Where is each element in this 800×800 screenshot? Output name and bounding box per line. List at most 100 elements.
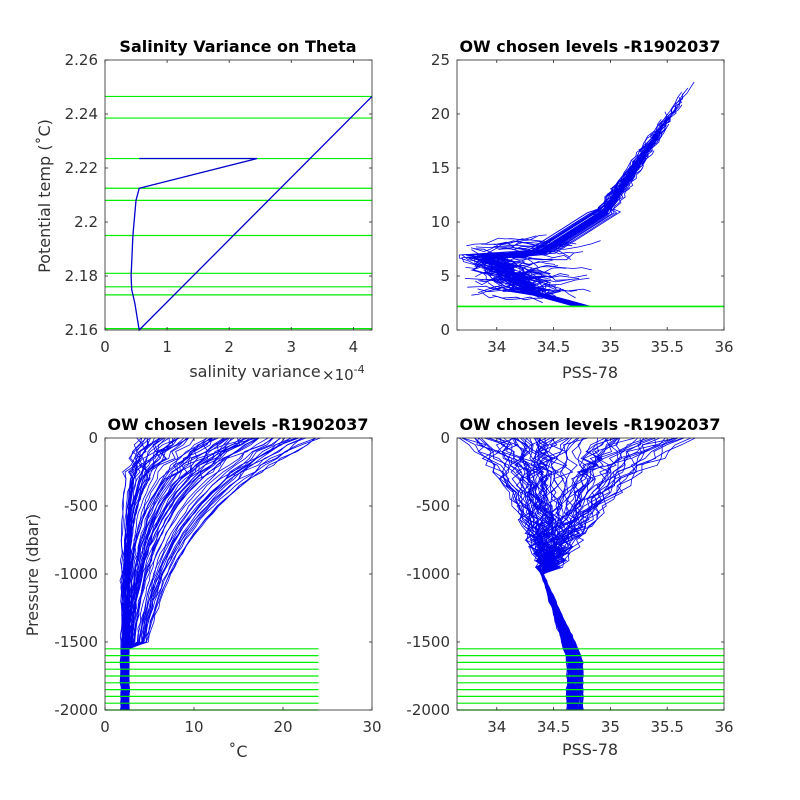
- y-tick-label: 2.18: [65, 267, 98, 285]
- x-tick-label: 34.5: [537, 338, 570, 356]
- y-tick-labels: -2000 -1500 -1000 -500 0: [406, 429, 450, 719]
- x-exponent: ×10-4: [322, 363, 365, 384]
- variance-series: [130, 95, 373, 332]
- y-tick-label: -1000: [54, 565, 98, 583]
- ts-profile-line: [476, 121, 662, 307]
- ts-profile-line: [488, 265, 558, 277]
- y-tick-label: 0: [88, 429, 98, 447]
- plot-area: [104, 59, 373, 332]
- y-tick-label: 0: [440, 429, 450, 447]
- y-tick-label: 2.2: [74, 213, 98, 231]
- ts-profile-line: [508, 251, 584, 263]
- x-tick-label: 20: [273, 718, 292, 736]
- ts-profile-line: [477, 261, 551, 275]
- ts-profiles: [458, 81, 695, 307]
- salinity-profile-line: [542, 437, 657, 711]
- ts-profile-line: [495, 167, 643, 307]
- temperature-profile-line: [121, 437, 307, 711]
- x-tick-label: 35.5: [650, 718, 683, 736]
- x-tick-label: 35.5: [650, 338, 683, 356]
- x-tick-label: 1: [162, 338, 172, 356]
- chart-title: OW chosen levels -R1902037: [459, 37, 720, 56]
- x-tick-labels: 34 34.5 35 35.5 36: [487, 718, 733, 736]
- x-tick-label: 4: [349, 338, 359, 356]
- chart-title: Salinity Variance on Theta: [119, 37, 356, 56]
- y-tick-label: -1500: [54, 633, 98, 651]
- x-tick-label: 36: [714, 338, 733, 356]
- y-tick-label: -1000: [406, 565, 450, 583]
- ts-profile-line: [461, 144, 645, 307]
- ts-profile-line: [472, 153, 641, 307]
- y-tick-labels: 0 5 10 15 20 25: [431, 51, 450, 339]
- y-tick-label: -1500: [406, 633, 450, 651]
- ts-profile-line: [498, 240, 568, 246]
- temperature-profiles: [119, 437, 321, 711]
- panel-salinity-pressure: OW chosen levels -R1902037 34 34.5 35 35.5 3…: [406, 415, 733, 759]
- ts-profile-line: [476, 247, 547, 259]
- y-tick-label: 5: [440, 267, 450, 285]
- ts-profile-line: [466, 235, 537, 247]
- x-tick-label: 34: [487, 718, 506, 736]
- ts-profile-line: [460, 119, 662, 307]
- y-tick-label: 0: [440, 321, 450, 339]
- x-axis-label: PSS-78: [562, 363, 618, 382]
- x-tick-label: 10: [184, 718, 203, 736]
- ts-profile-line: [477, 284, 553, 298]
- temperature-profile-line: [124, 437, 260, 711]
- salinity-profile-line: [506, 437, 570, 711]
- x-tick-labels: 0 10 20 30: [100, 718, 381, 736]
- y-tick-label: 15: [431, 159, 450, 177]
- y-tick-label: -2000: [54, 701, 98, 719]
- ts-profile-line: [492, 271, 570, 281]
- x-axis-label: PSS-78: [562, 740, 618, 759]
- y-tick-label: 2.16: [65, 321, 98, 339]
- x-tick-label: 34: [487, 338, 506, 356]
- ts-profile-line: [505, 274, 590, 286]
- x-tick-label: 0: [100, 718, 110, 736]
- ts-profile-line: [518, 288, 576, 299]
- ts-profile-line: [477, 284, 556, 293]
- x-tick-label: 30: [362, 718, 381, 736]
- plot-area: [456, 59, 725, 331]
- y-axis-label: Pressure (dbar): [23, 514, 42, 637]
- x-tick-label: 34.5: [537, 718, 570, 736]
- ts-profile-line: [475, 277, 544, 289]
- x-tick-labels: 34 34.5 35 35.5 36: [487, 338, 733, 356]
- ts-profile-line: [480, 238, 550, 245]
- ts-profile-line: [492, 291, 556, 301]
- x-tick-label: 35: [601, 718, 620, 736]
- y-tick-label: 20: [431, 105, 450, 123]
- y-tick-label: 2.26: [65, 51, 98, 69]
- x-axis-label: salinity variance: [189, 362, 320, 381]
- ts-profile-line: [505, 241, 577, 256]
- x-tick-labels: 0 1 2 3 4: [100, 338, 358, 356]
- axes-box: [104, 59, 373, 331]
- ts-profile-line: [518, 240, 601, 250]
- ts-profile-line: [470, 243, 536, 253]
- y-tick-label: 25: [431, 51, 450, 69]
- y-tick-label: -500: [64, 497, 98, 515]
- y-tick-label: 10: [431, 213, 450, 231]
- chart-title: OW chosen levels -R1902037: [107, 415, 368, 434]
- ts-profile-line: [503, 157, 647, 307]
- y-tick-labels: 2.16 2.18 2.2 2.22 2.24 2.26: [65, 51, 98, 339]
- temperature-profile-line: [124, 437, 151, 711]
- ts-profile-line: [466, 111, 668, 307]
- ts-profile-line: [502, 289, 578, 298]
- y-tick-label: -500: [416, 497, 450, 515]
- y-tick-label: 2.22: [65, 159, 98, 177]
- y-axis-label: Potential temp (˚C): [35, 119, 54, 273]
- x-tick-label: 35: [601, 338, 620, 356]
- ts-profile-line: [494, 261, 556, 268]
- temperature-profile-line: [119, 437, 142, 711]
- y-tick-label: -2000: [406, 701, 450, 719]
- temperature-profile-line: [121, 437, 260, 711]
- x-tick-label: 2: [224, 338, 234, 356]
- ts-profile-line: [505, 274, 588, 285]
- plot-area: [104, 437, 373, 711]
- ts-profile-line: [498, 252, 572, 261]
- x-tick-label: 36: [714, 718, 733, 736]
- chart-title: OW chosen levels -R1902037: [459, 415, 720, 434]
